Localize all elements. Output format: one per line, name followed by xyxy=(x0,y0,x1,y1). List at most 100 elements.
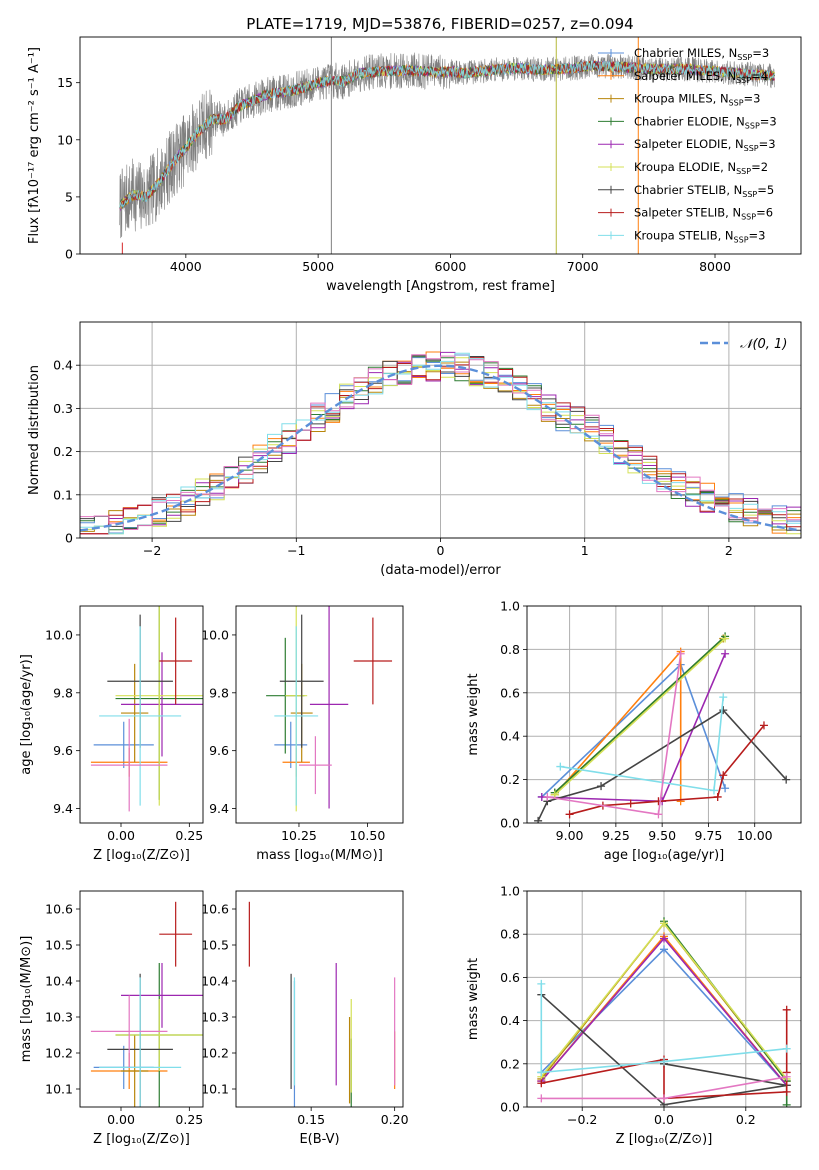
error-bar xyxy=(279,614,324,748)
x-axis-label: wavelength [Angstrom, rest frame] xyxy=(326,279,555,294)
y-axis-label: mass weight xyxy=(466,673,481,755)
x-tick-label: −1 xyxy=(287,543,305,558)
weight-line xyxy=(560,697,724,792)
data-point xyxy=(782,1100,791,1107)
mass_vs_Z-plot-area xyxy=(90,901,203,1107)
y-tick-label: 10.4 xyxy=(45,974,73,989)
legend-entry: 𝒩(0, 1) xyxy=(740,337,787,352)
x-tick-label: −0.2 xyxy=(567,1112,597,1127)
x-tick-label: 0.25 xyxy=(175,828,203,843)
weight-line xyxy=(554,635,726,794)
y-tick-label: 10.3 xyxy=(45,1010,73,1025)
weight_vs_age-frame xyxy=(526,605,802,824)
y-tick-label: 0 xyxy=(65,247,73,262)
data-point xyxy=(660,1057,668,1066)
x-axis-label: age [log₁₀(age/yr)] xyxy=(604,848,725,863)
error-bar xyxy=(99,977,182,1107)
weight-line xyxy=(547,653,682,816)
data-point xyxy=(721,649,730,658)
legend-entry: Kroupa STELIB, NSSP=3 xyxy=(634,228,765,244)
mass_vs_Z-frame xyxy=(79,890,204,1108)
y-axis-label: Normed distribution xyxy=(27,365,42,495)
y-tick-label: 9.6 xyxy=(209,743,229,758)
age_vs_Z-axes: 0.00 0.25 9.4 9.6 9.8 10.0 Z [log₁₀(Z/Z⊙)] age … xyxy=(19,627,203,863)
x-tick-label: 2 xyxy=(725,543,733,558)
data-point xyxy=(534,816,543,823)
x-axis-label: Z [log₁₀(Z/Z⊙)] xyxy=(93,1132,190,1147)
normal-curve xyxy=(80,364,801,532)
data-point xyxy=(759,721,768,730)
y-tick-label: 0.3 xyxy=(53,401,73,416)
y-tick-label: 10.3 xyxy=(201,1010,229,1025)
mass_vs_Z-axes: 0.00 0.25 10.1 10.2 10.3 10.4 10.5 10.6 Z [log₁₀… xyxy=(19,902,203,1148)
y-tick-label: 10 xyxy=(57,132,73,147)
data-point xyxy=(537,1068,546,1077)
y-tick-label: 5 xyxy=(65,189,73,204)
data-point xyxy=(654,797,663,806)
error-bar xyxy=(121,1035,149,1107)
histogram-step xyxy=(80,354,801,531)
spectrum-frame xyxy=(79,36,802,255)
data-point xyxy=(537,979,546,988)
y-tick-label: 0.6 xyxy=(500,970,520,985)
x-axis-label: E(B-V) xyxy=(299,1132,339,1147)
y-tick-label: 0.0 xyxy=(500,1100,520,1115)
y-tick-label: 1.0 xyxy=(500,599,520,614)
mass_vs_ebv-frame xyxy=(235,890,404,1108)
residuals-legend: 𝒩(0, 1) xyxy=(700,337,787,352)
y-axis-label: age [log₁₀(age/yr)] xyxy=(19,654,34,775)
data-point xyxy=(676,649,685,658)
x-tick-label: 0 xyxy=(437,543,445,558)
legend-entry: Salpeter MILES, NSSP=4 xyxy=(634,69,768,85)
x-tick-label: 4000 xyxy=(170,259,202,274)
mass_vs_ebv-plot-area xyxy=(248,901,396,1107)
residuals-plot-area xyxy=(80,351,801,535)
y-axis-label: mass [log₁₀(M/M⊙)] xyxy=(19,936,34,1063)
y-tick-label: 0.4 xyxy=(53,358,73,373)
x-tick-label: 9.00 xyxy=(556,828,584,843)
y-tick-label: 10.4 xyxy=(201,974,229,989)
age_vs_Z-plot-area xyxy=(90,606,203,812)
y-tick-label: 10.1 xyxy=(201,1082,229,1097)
data-point xyxy=(713,792,722,801)
x-tick-label: 10.00 xyxy=(737,828,773,843)
data-point xyxy=(676,797,685,806)
legend-entry: Salpeter STELIB, NSSP=6 xyxy=(634,206,773,222)
weight_vs_Z-plot-area xyxy=(537,917,791,1107)
x-tick-label: 10.25 xyxy=(281,828,317,843)
x-axis-label: (data-model)/error xyxy=(380,563,501,578)
data-point xyxy=(782,1072,791,1081)
error-bar xyxy=(121,963,203,1028)
legend-entry: Kroupa MILES, NSSP=3 xyxy=(634,92,760,108)
y-tick-label: 10.6 xyxy=(45,902,73,917)
data-point xyxy=(537,1094,546,1103)
y-tick-label: 0.2 xyxy=(500,1056,520,1071)
error-bar xyxy=(90,718,168,812)
error-bar xyxy=(121,663,149,763)
error-bar xyxy=(274,626,319,806)
error-bar xyxy=(99,626,182,806)
model-line xyxy=(119,60,775,209)
age_vs_Z-frame xyxy=(79,605,204,824)
y-tick-label: 0.4 xyxy=(500,1013,520,1028)
x-tick-label: 10.50 xyxy=(350,828,386,843)
y-tick-label: 10.0 xyxy=(45,627,73,642)
error-bar xyxy=(115,606,203,806)
x-axis-label: Z [log₁₀(Z/Z⊙)] xyxy=(93,848,190,863)
y-tick-label: 0.6 xyxy=(500,685,520,700)
error-bar xyxy=(159,617,193,705)
data-point xyxy=(597,782,606,791)
weight_vs_Z-frame xyxy=(526,890,802,1108)
x-axis-label: mass [log₁₀(M/M⊙)] xyxy=(256,848,383,863)
mass_vs_ebv-axes: 0.15 0.20 10.1 10.2 10.3 10.4 10.5 10.6 E(B-V) xyxy=(201,902,408,1148)
error-bar xyxy=(93,721,154,769)
spectrum-plot-area xyxy=(119,37,775,254)
legend-entry: Chabrier MILES, NSSP=3 xyxy=(634,46,769,62)
data-point xyxy=(565,810,574,819)
data-point xyxy=(660,945,668,954)
error-bar xyxy=(121,652,203,757)
x-tick-label: 5000 xyxy=(302,259,334,274)
x-tick-label: 0.2 xyxy=(736,1112,756,1127)
x-tick-label: 0.20 xyxy=(381,1112,409,1127)
legend-entry: Chabrier ELODIE, NSSP=3 xyxy=(634,114,777,130)
